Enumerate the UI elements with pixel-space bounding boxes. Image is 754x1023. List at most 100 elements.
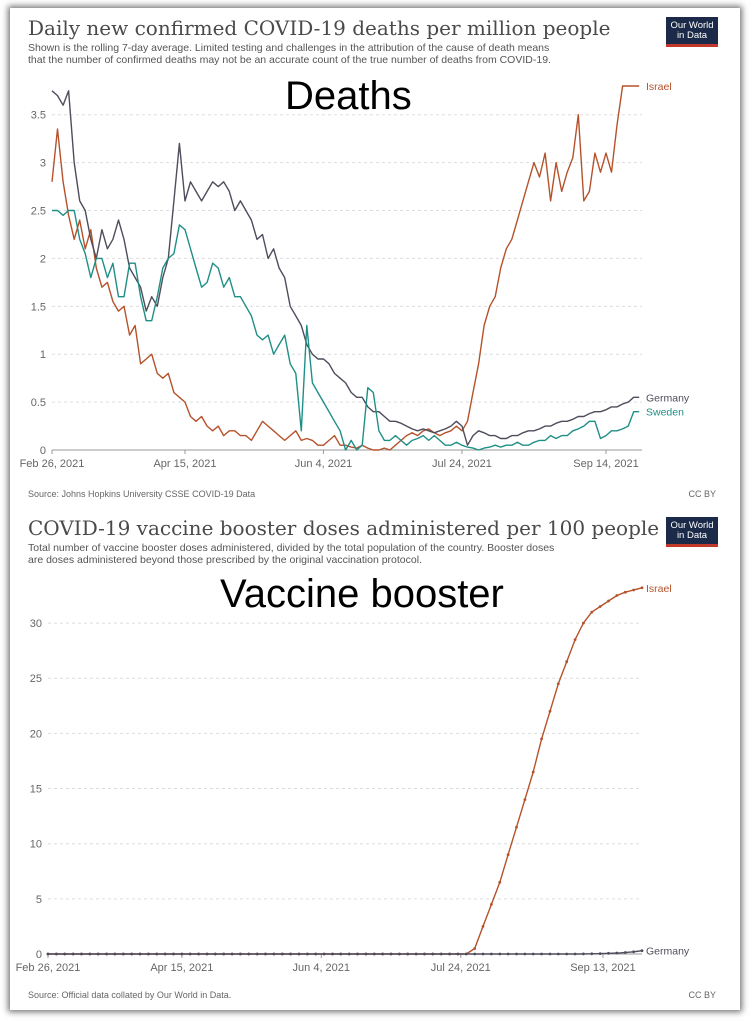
data-point-germany	[356, 952, 359, 956]
data-point-germany	[431, 952, 435, 956]
figure-frame: Daily new confirmed COVID-19 deaths per …	[10, 8, 740, 1010]
data-point-germany	[423, 952, 426, 956]
deaths-chart-subtitle: Shown is the rolling 7-day average. Limi…	[28, 42, 648, 66]
data-point-germany	[372, 952, 376, 956]
data-point-germany	[598, 952, 602, 955]
data-point-germany	[381, 952, 384, 956]
data-point-germany	[414, 952, 418, 956]
data-point-germany	[582, 952, 585, 956]
data-point-germany	[46, 952, 50, 956]
deaths-subtitle-line-2: that the number of confirmed deaths may …	[28, 54, 551, 66]
data-point-israel	[490, 903, 493, 906]
booster-subtitle-line-2: are doses administered beyond those pres…	[28, 554, 422, 566]
deaths-chart-title: Daily new confirmed COVID-19 deaths per …	[28, 16, 611, 40]
data-point-israel	[615, 594, 619, 597]
y-tick-label: 10	[30, 839, 42, 851]
legend-label-israel: Israel	[646, 81, 672, 93]
owid-logo[interactable]: Our World in Data	[666, 17, 718, 47]
data-point-germany	[289, 952, 292, 956]
data-point-germany	[406, 952, 410, 956]
data-point-germany	[297, 952, 301, 956]
data-point-israel	[515, 825, 518, 829]
data-point-germany	[389, 952, 393, 956]
y-tick-label: 2	[40, 253, 46, 265]
x-tick-label: Feb 26, 2021	[20, 458, 85, 470]
data-point-germany	[448, 952, 451, 956]
data-point-germany	[548, 952, 552, 956]
logo-line-1: Our World	[670, 520, 714, 531]
data-point-germany	[222, 952, 226, 956]
data-point-germany	[239, 952, 242, 956]
series-line-israel	[51, 85, 640, 451]
deaths-chart: 0 0.5 1 1.5 2 2.5 3 3.5 Feb 26, 2021 Apr 15, 2021…	[20, 81, 690, 470]
data-point-germany	[113, 952, 117, 956]
data-point-germany	[364, 952, 368, 956]
data-point-germany	[155, 952, 159, 956]
booster-source[interactable]: Source: Official data collated by Our Wo…	[28, 990, 232, 1000]
data-point-israel	[473, 947, 477, 950]
data-point-germany	[490, 952, 493, 956]
data-point-germany	[573, 952, 577, 956]
deaths-source[interactable]: Source: Johns Hopkins University CSSE CO…	[28, 489, 256, 499]
y-tick-label: 25	[30, 673, 42, 685]
y-tick-label: 3.5	[31, 110, 46, 122]
data-point-germany	[63, 952, 67, 956]
data-point-germany	[314, 952, 318, 956]
data-point-israel	[632, 588, 635, 592]
legend-label-germany: Germany	[646, 946, 690, 958]
data-point-germany	[623, 951, 627, 954]
data-point-germany	[322, 952, 326, 956]
data-point-germany	[130, 952, 134, 956]
data-point-germany	[339, 952, 343, 956]
x-tick-label: Jun 4, 2021	[295, 458, 353, 470]
data-point-germany	[55, 952, 58, 956]
data-point-germany	[398, 952, 401, 956]
data-point-germany	[306, 952, 309, 956]
data-point-germany	[180, 952, 184, 956]
booster-license[interactable]: CC BY	[688, 990, 716, 1000]
deaths-overlay-label: Deaths	[285, 74, 412, 118]
x-tick-label: Sep 13, 2021	[570, 962, 635, 974]
y-tick-label: 30	[30, 618, 42, 630]
data-point-germany	[272, 952, 276, 956]
data-point-germany	[632, 950, 635, 954]
data-point-germany	[147, 952, 150, 956]
x-tick-label: Jul 24, 2021	[432, 458, 492, 470]
data-point-germany	[531, 952, 535, 956]
data-point-germany	[523, 952, 527, 956]
data-point-germany	[205, 952, 209, 956]
data-point-germany	[197, 952, 201, 956]
data-point-germany	[247, 952, 251, 956]
data-point-germany	[556, 952, 560, 956]
data-point-israel	[540, 737, 543, 741]
series-line-sweden	[52, 209, 640, 451]
x-tick-label: Sep 14, 2021	[573, 458, 638, 470]
data-point-germany	[213, 952, 217, 956]
data-point-germany	[615, 951, 619, 955]
data-point-germany	[347, 952, 351, 956]
y-tick-label: 0	[36, 949, 42, 961]
data-point-germany	[71, 952, 75, 956]
x-tick-label: Feb 26, 2021	[16, 962, 81, 974]
deaths-license[interactable]: CC BY	[688, 489, 716, 499]
data-point-israel	[548, 709, 552, 713]
data-point-israel	[598, 605, 602, 608]
logo-line-2: in Data	[676, 530, 708, 541]
series-line-germany	[48, 950, 643, 955]
data-point-germany	[540, 952, 543, 956]
deaths-subtitle-line-1: Shown is the rolling 7-day average. Limi…	[28, 42, 550, 54]
y-tick-label: 5	[36, 894, 42, 906]
booster-chart: 0 5 10 15 20 25 30 Feb 26, 2021 Apr 15, 2021 Jun …	[16, 583, 690, 974]
data-point-israel	[640, 586, 644, 590]
deaths-panel: Daily new confirmed COVID-19 deaths per …	[10, 8, 740, 503]
data-point-germany	[565, 952, 569, 956]
owid-logo[interactable]: Our World in Data	[666, 517, 718, 547]
data-point-germany	[498, 952, 502, 956]
data-point-israel	[523, 798, 527, 801]
legend-label-germany: Germany	[646, 392, 690, 404]
series-line-germany	[51, 90, 640, 446]
data-point-israel	[582, 621, 585, 625]
data-point-germany	[105, 952, 108, 956]
data-point-germany	[138, 952, 142, 956]
x-tick-label: Apr 15, 2021	[150, 962, 213, 974]
